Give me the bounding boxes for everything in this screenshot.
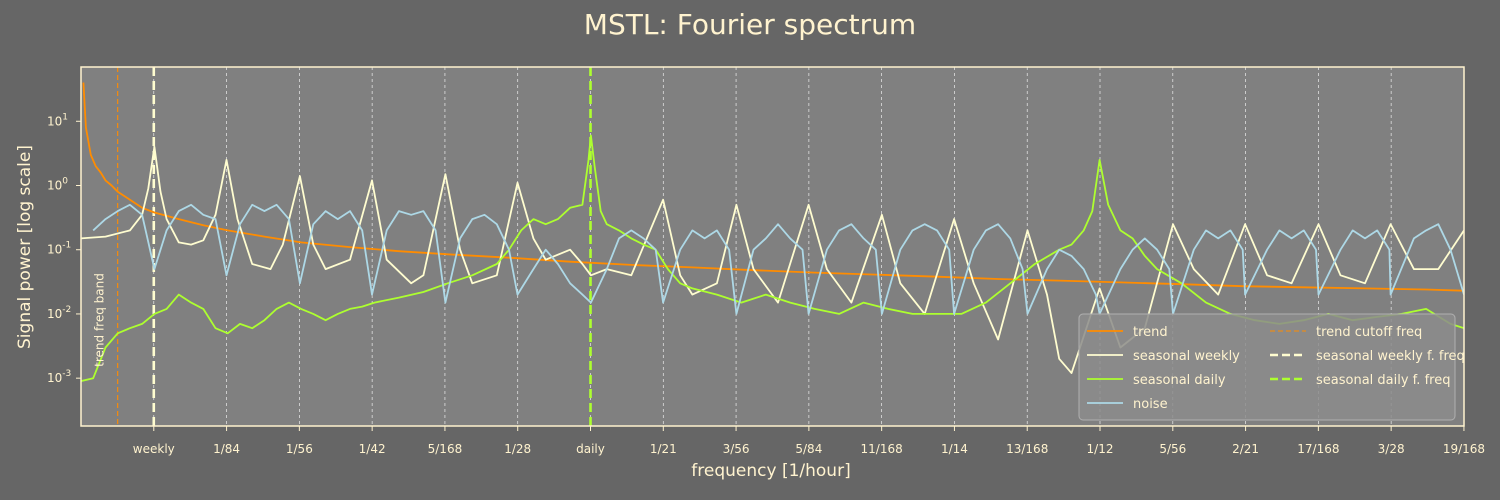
trend-freq-band-label: trend freq band xyxy=(92,273,106,367)
x-tick-label: 1/21 xyxy=(650,442,677,456)
legend-label: trend cutoff freq xyxy=(1316,325,1422,340)
legend-box xyxy=(1078,313,1456,421)
chart-title: MSTL: Fourier spectrum xyxy=(584,8,916,41)
x-ticks: weekly 1/84 1/56 1/42 5/168 1/28 daily 1/21 3/56… xyxy=(133,426,1485,456)
series-lines xyxy=(81,82,1464,382)
x-tick-label: 3/28 xyxy=(1378,442,1405,456)
reference-lines xyxy=(117,67,592,426)
y-axis-label: Signal power [log scale] xyxy=(15,145,35,349)
legend-label: seasonal daily xyxy=(1133,373,1226,388)
x-tick-label: 19/168 xyxy=(1443,442,1485,456)
legend-label: trend xyxy=(1133,325,1168,340)
y-tick-label: 10-3 xyxy=(47,369,71,385)
series-noise xyxy=(92,203,1464,315)
legend-label: noise xyxy=(1133,397,1168,412)
legend: trend seasonal weekly seasonal daily noise t… xyxy=(1078,313,1465,421)
legend-label: seasonal weekly xyxy=(1133,349,1240,364)
y-tick-label: 100 xyxy=(47,176,68,192)
x-tick-label: 1/56 xyxy=(286,442,313,456)
x-tick-label: 5/84 xyxy=(795,442,822,456)
x-axis-label: frequency [1/hour] xyxy=(691,461,850,481)
x-tick-label: 3/56 xyxy=(723,442,750,456)
series-trend xyxy=(82,82,1463,292)
x-tick-label: 1/28 xyxy=(504,442,531,456)
y-tick-label: 10-2 xyxy=(47,305,71,321)
x-tick-label: 1/42 xyxy=(359,442,386,456)
x-tick-label: 1/84 xyxy=(213,442,240,456)
x-tick-label: 5/168 xyxy=(428,442,463,456)
x-tick-label: 1/12 xyxy=(1087,442,1114,456)
y-ticks: 10-3 10-2 10-1 100 101 xyxy=(47,112,81,385)
plot-frame xyxy=(80,66,1465,427)
legend-label: seasonal weekly f. freq xyxy=(1316,349,1465,364)
y-tick-label: 101 xyxy=(47,112,68,128)
x-tick-label: weekly xyxy=(133,442,175,456)
y-tick-label: 10-1 xyxy=(47,241,71,257)
x-tick-label: 2/21 xyxy=(1232,442,1259,456)
x-tick-label: 13/168 xyxy=(1006,442,1048,456)
x-tick-label: 5/56 xyxy=(1159,442,1186,456)
x-tick-label: daily xyxy=(576,442,605,456)
x-tick-label: 17/168 xyxy=(1297,442,1339,456)
series-seasonal-weekly xyxy=(81,145,1464,374)
legend-label: seasonal daily f. freq xyxy=(1316,373,1450,388)
x-tick-label: 1/14 xyxy=(941,442,968,456)
x-tick-label: 11/168 xyxy=(861,442,903,456)
